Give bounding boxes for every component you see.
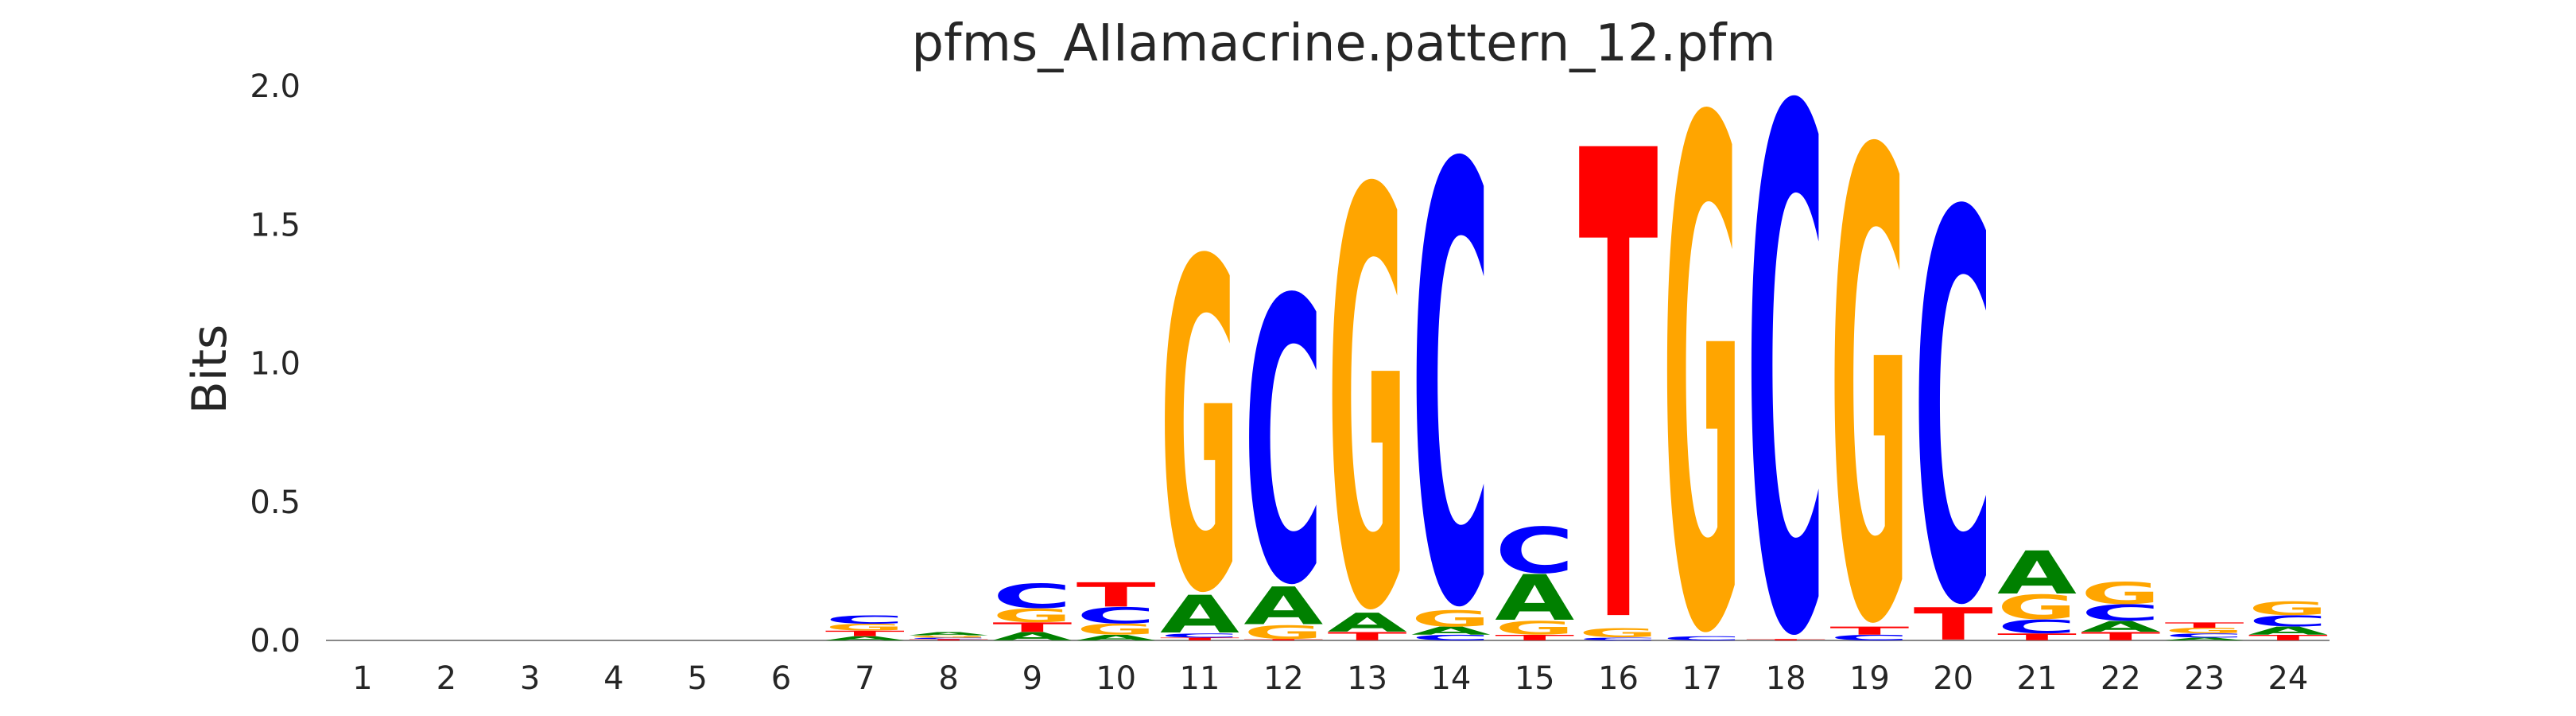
x-tick-label: 4 <box>603 660 623 697</box>
x-tick-label: 5 <box>687 660 707 697</box>
stack-position-13: TAG <box>1328 75 1407 716</box>
logo-letter-G: G <box>1662 0 1742 716</box>
y-axis-ticks: 0.0 0.5 1.0 1.5 2.0 <box>250 68 301 660</box>
y-tick-label: 1.0 <box>250 346 301 383</box>
logo-letter-G: G <box>1829 20 1909 716</box>
logo-letter-C: C <box>1243 220 1323 671</box>
logo-letter-A: A <box>1997 539 2077 608</box>
x-tick-label: 2 <box>436 660 456 697</box>
stack-position-20: TC <box>1914 103 1993 716</box>
logo-letter-C: C <box>1746 0 1825 716</box>
logo-letter-G: G <box>1328 75 1407 716</box>
x-tick-label: 3 <box>520 660 540 697</box>
x-tick-label: 7 <box>855 660 875 697</box>
x-tick-label: 1 <box>352 660 372 697</box>
stack-position-16: CGT <box>1579 20 1659 716</box>
logo-letter-G: G <box>2081 577 2160 611</box>
x-tick-label: 22 <box>2101 660 2141 697</box>
y-axis-label: Bits <box>182 325 238 414</box>
stack-position-17: CG <box>1662 0 1742 716</box>
x-tick-label: 24 <box>2268 660 2308 697</box>
logo-letter-T: T <box>1579 20 1659 716</box>
stack-position-19: CTG <box>1829 20 1909 716</box>
y-tick-label: 0.5 <box>250 484 301 521</box>
x-tick-label: 8 <box>938 660 958 697</box>
x-tick-label: 15 <box>1515 660 1555 697</box>
logo-letter-T: T <box>2165 621 2244 630</box>
y-tick-label: 0.0 <box>250 623 301 660</box>
stack-position-18: TC <box>1746 0 1825 716</box>
logo-letter-C: C <box>825 613 905 626</box>
logo-letter-G: G <box>2248 598 2328 620</box>
y-tick-label: 1.5 <box>250 207 301 243</box>
y-tick-label: 2.0 <box>250 68 301 105</box>
x-tick-label: 10 <box>1096 660 1136 697</box>
logo-letter-A: A <box>909 631 988 636</box>
logo-letter-C: C <box>1495 515 1574 587</box>
logo-letter-C: C <box>1914 103 1993 716</box>
logo-letter-C: C <box>1411 42 1491 716</box>
x-tick-label: 6 <box>771 660 791 697</box>
logo-letter-T: T <box>1077 576 1156 614</box>
logo-letter-C: C <box>992 577 1072 616</box>
x-tick-label: 21 <box>2017 660 2058 697</box>
logo-letter-G: G <box>1160 166 1240 692</box>
x-tick-label: 23 <box>2184 660 2225 697</box>
x-tick-label: 9 <box>1022 660 1042 697</box>
